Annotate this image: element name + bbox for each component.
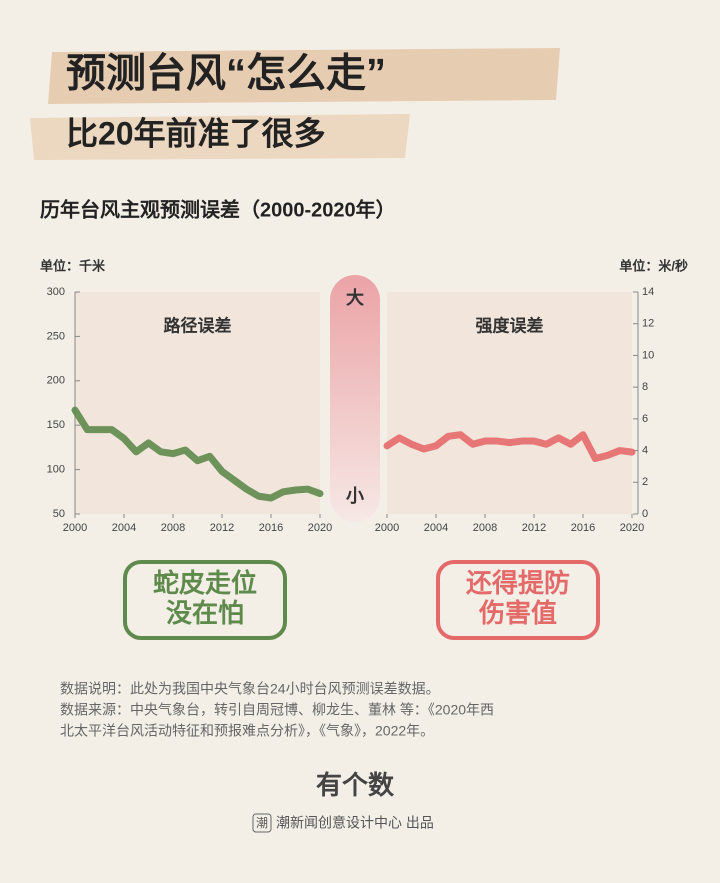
chart-title: 强度误差 [476,315,544,335]
x-tick-label: 2004 [424,522,448,534]
plot-area [387,292,632,514]
chart-title: 路径误差 [164,315,232,335]
note: 北太平洋台风活动特征和预报难点分析》，《气象》，2022年。 [60,723,434,739]
y-tick-label: 14 [642,286,654,298]
y-tick-label: 50 [53,508,65,520]
x-tick-label: 2012 [522,522,546,534]
badge-box [252,813,272,833]
title-band [48,48,560,104]
stamp-frame [123,560,287,640]
y-tick-label: 12 [642,318,654,330]
y-tick-label: 2 [642,476,648,488]
stamp-text: 没在怕 [166,598,244,628]
stamp-frame [436,560,600,640]
y-tick-label: 0 [642,508,648,520]
x-tick-label: 2012 [210,522,234,534]
note: 数据说明：此处为我国中央气象台24小时台风预测误差数据。 [60,681,440,697]
y-tick-label: 250 [47,330,65,342]
y-tick-label: 300 [47,286,65,298]
note: 数据来源：中央气象台，转引自周冠博、柳龙生、董林 等：《2020年西 [60,702,494,718]
stamp-text: 还得提防 [466,568,570,598]
y-tick-label: 100 [47,464,65,476]
y-tick-label: 10 [642,349,654,361]
x-tick-label: 2016 [259,522,283,534]
y-tick-label: 4 [642,444,648,456]
x-tick-label: 2020 [308,522,332,534]
plot-area [75,292,320,514]
subtitle: 比20年前准了很多 [66,115,326,151]
x-tick-label: 2004 [112,522,136,534]
title: 预测台风“怎么走” [66,52,386,96]
stamp-text: 蛇皮走位 [153,568,257,598]
y-tick-label: 200 [47,375,65,387]
scale-high: 大 [346,287,364,308]
y-tick-label: 8 [642,381,648,393]
line [71,406,324,502]
unit-label: 单位：米/秒 [619,258,688,273]
x-tick-label: 2016 [571,522,595,534]
x-tick-label: 2008 [473,522,497,534]
x-tick-label: 2008 [161,522,185,534]
logo: 有个数 [316,770,395,800]
stamp-text: 伤害值 [478,598,557,628]
section-title: 历年台风主观预测误差（2000-2020年） [40,197,396,221]
scale-low: 小 [346,486,364,506]
x-tick-label: 2000 [375,522,399,534]
subtitle-band [30,114,410,160]
unit-label: 单位：千米 [40,258,106,273]
badge: 潮 [256,815,268,830]
x-tick-label: 2000 [63,522,87,534]
line [383,431,636,462]
scale-pill [330,275,380,522]
y-tick-label: 150 [47,419,65,431]
credit: 潮新闻创意设计中心 出品 [276,815,434,831]
x-tick-label: 2020 [620,522,644,534]
y-tick-label: 6 [642,413,648,425]
